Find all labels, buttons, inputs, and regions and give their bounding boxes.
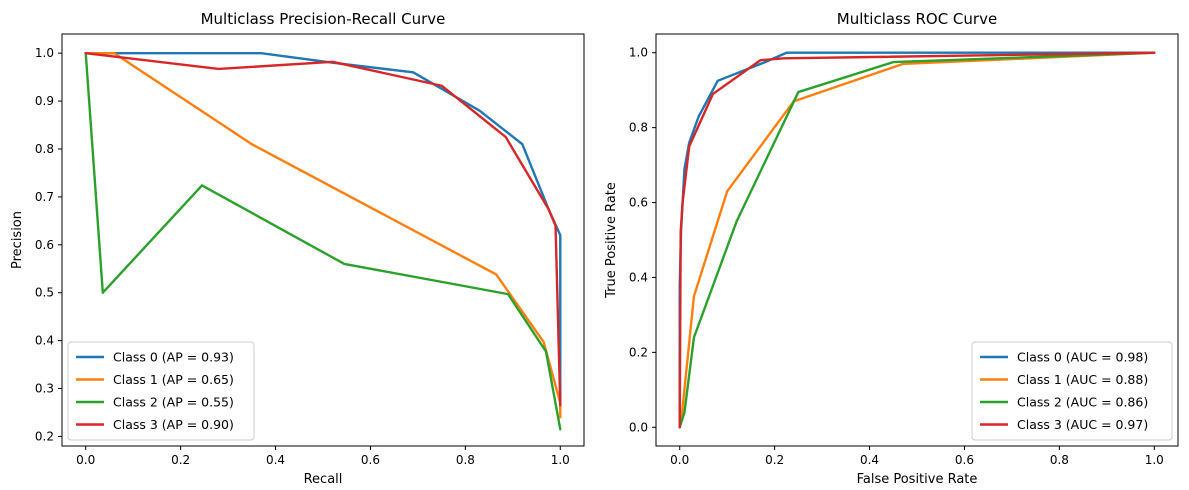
y-axis-label: Precision [10,211,25,269]
y-tick-label: 0.5 [35,286,54,300]
x-tick-label: 0.0 [670,453,689,467]
series-lines [678,51,1156,429]
x-axis-label: Recall [304,472,343,487]
x-tick-label: 0.6 [361,453,380,467]
series-line-class-1 [678,51,1156,429]
y-tick-label: 0.2 [35,429,54,443]
x-tick-label: 0.2 [765,453,784,467]
y-tick-label: 0.0 [629,420,648,434]
x-tick-label: 0.8 [456,453,475,467]
y-tick-label: 0.3 [35,382,54,396]
legend-box [971,341,1173,441]
y-tick-label: 1.0 [35,46,54,60]
y-tick-label: 0.4 [35,334,54,348]
y-tick-label: 0.6 [629,196,648,210]
series-line-class-2 [678,51,1156,429]
legend-entry-class-1: Class 1 (AUC = 0.88) [1017,372,1148,387]
series-line-class-2 [84,51,562,431]
legend-entry-class-0: Class 0 (AUC = 0.98) [1017,350,1148,365]
legend-entry-class-2: Class 2 (AUC = 0.86) [1017,395,1148,410]
y-tick-label: 0.8 [35,142,54,156]
legend-entry-class-1: Class 1 (AP = 0.65) [113,372,234,387]
y-tick-label: 1.0 [629,46,648,60]
x-tick-label: 1.0 [551,453,570,467]
y-tick-label: 0.7 [35,190,54,204]
series-line-class-3 [84,51,562,407]
series-line-class-3 [678,51,1156,429]
plot-frame [655,33,1179,447]
legend: Class 0 (AP = 0.93) Class 1 (AP = 0.65) Cl… [67,341,255,441]
x-tick-label: 0.6 [955,453,974,467]
legend: Class 0 (AUC = 0.98) Class 1 (AUC = 0.88)… [971,341,1173,441]
precision-recall-chart: Multiclass Precision-Recall Curve 0.0 0.2 0… [10,10,585,487]
y-tick-label: 0.6 [35,238,54,252]
x-tick-label: 1.0 [1145,453,1164,467]
y-tick-label: 0.8 [629,121,648,135]
legend-box [67,341,255,441]
legend-entry-class-2: Class 2 (AP = 0.55) [113,395,234,410]
y-axis-label: True Positive Rate [604,182,619,299]
y-tick-label: 0.2 [629,345,648,359]
legend-entry-class-0: Class 0 (AP = 0.93) [113,350,234,365]
legend-entry-class-3: Class 3 (AP = 0.90) [113,417,234,432]
chart-title: Multiclass ROC Curve [837,10,997,28]
x-tick-label: 0.8 [1050,453,1069,467]
x-tick-label: 0.2 [171,453,190,467]
series-lines [84,51,562,431]
x-tick-label: 0.4 [860,453,879,467]
chart-title: Multiclass Precision-Recall Curve [201,10,446,28]
x-tick-label: 0.4 [266,453,285,467]
x-tick-label: 0.0 [76,453,95,467]
x-axis-label: False Positive Rate [857,472,978,487]
plot-frame [61,33,585,447]
legend-entry-class-3: Class 3 (AUC = 0.97) [1017,417,1148,432]
y-tick-label: 0.4 [629,270,648,284]
y-tick-label: 0.9 [35,94,54,108]
roc-chart: Multiclass ROC Curve 0.0 0.2 0.4 0.6 0.8 1.0 0.… [604,10,1179,487]
